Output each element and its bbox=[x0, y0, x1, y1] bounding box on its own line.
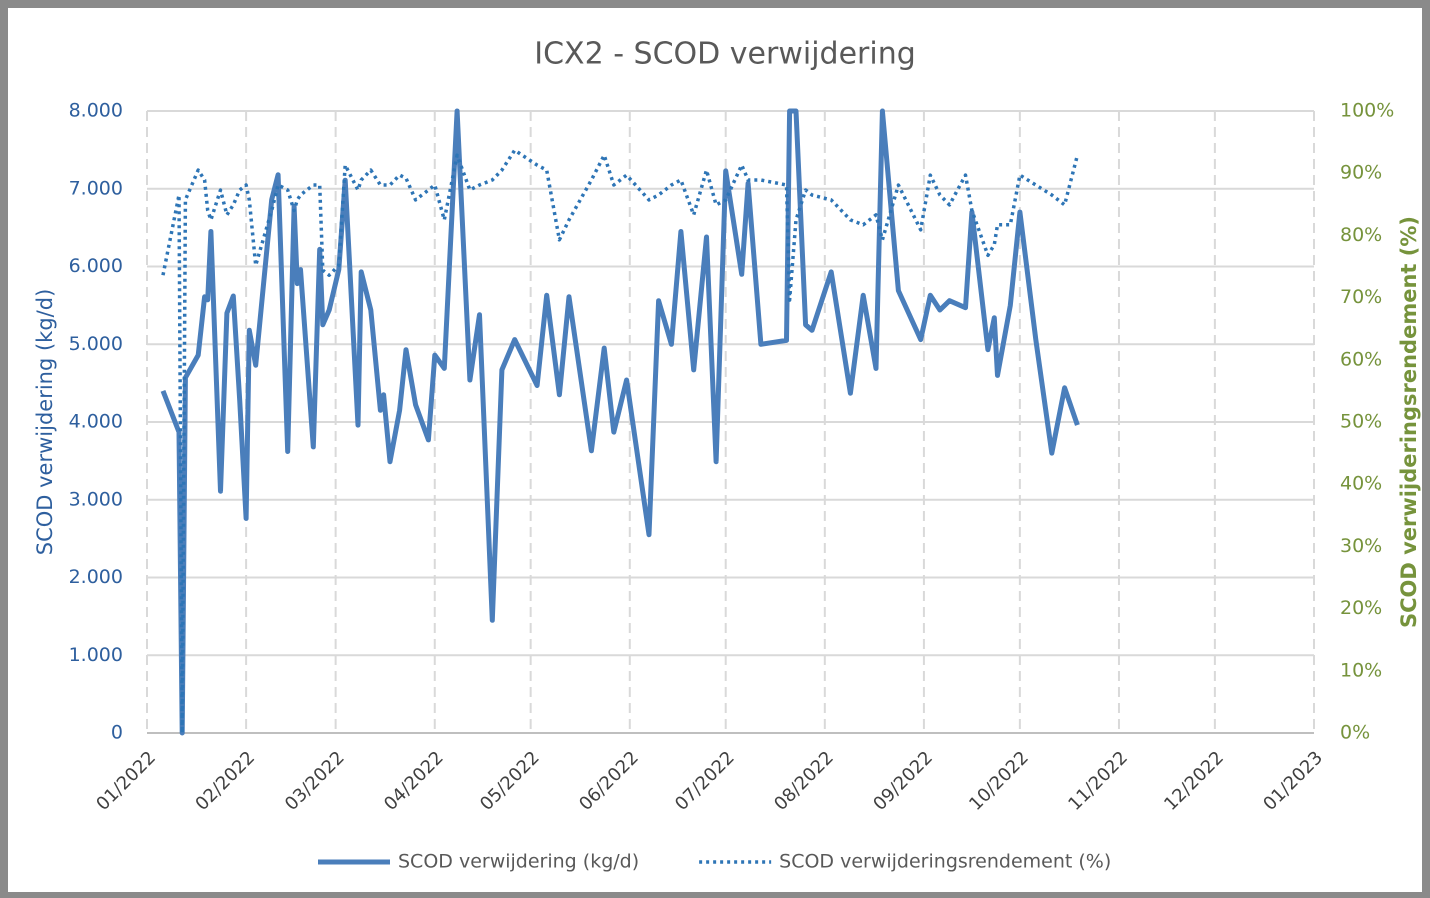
y-tick-label: 5.000 bbox=[69, 333, 123, 355]
y2-tick-label: 70% bbox=[1340, 286, 1382, 308]
y2-tick-label: 10% bbox=[1340, 659, 1382, 681]
y2-tick-label: 20% bbox=[1340, 597, 1382, 619]
chart-title: ICX2 - SCOD verwijdering bbox=[534, 37, 916, 72]
y2-tick-label: 100% bbox=[1340, 100, 1394, 122]
y-tick-label: 8.000 bbox=[69, 100, 123, 122]
y-tick-label: 7.000 bbox=[69, 177, 123, 199]
y2-tick-label: 80% bbox=[1340, 224, 1382, 246]
y-tick-label: 6.000 bbox=[69, 255, 123, 277]
page: {"chart_data": { "type": "line", "title"… bbox=[0, 0, 1430, 898]
y2-tick-label: 90% bbox=[1340, 162, 1382, 184]
y2-tick-label: 60% bbox=[1340, 348, 1382, 370]
legend-label: SCOD verwijderingsrendement (%) bbox=[779, 851, 1111, 873]
y-tick-label: 4.000 bbox=[69, 411, 123, 433]
legend-label: SCOD verwijdering (kg/d) bbox=[398, 851, 639, 873]
y-tick-label: 0 bbox=[111, 722, 123, 744]
y2-tick-label: 50% bbox=[1340, 411, 1382, 433]
y2-tick-label: 30% bbox=[1340, 535, 1382, 557]
y-axis-title: SCOD verwijdering (kg/d) bbox=[33, 289, 57, 556]
y2-tick-label: 0% bbox=[1340, 722, 1370, 744]
y-tick-label: 3.000 bbox=[69, 488, 123, 510]
y2-axis-title: SCOD verwijderingsrendement (%) bbox=[1397, 216, 1421, 628]
y2-tick-label: 40% bbox=[1340, 473, 1382, 495]
chart: ICX2 - SCOD verwijdering 0 1.000 2.000 3.00… bbox=[0, 0, 1430, 898]
y-tick-label: 2.000 bbox=[69, 566, 123, 588]
y-tick-label: 1.000 bbox=[69, 644, 123, 666]
